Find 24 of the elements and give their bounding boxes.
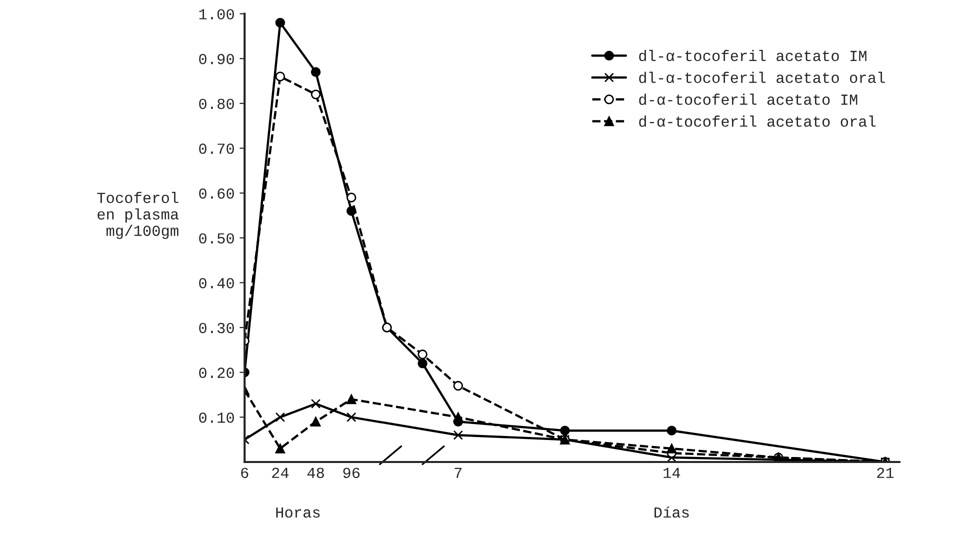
legend-label: dl-α-tocoferil acetato oral [639, 72, 885, 84]
y-tick-label: 0.60 [199, 188, 234, 199]
y-tick-label: 1.00 [199, 9, 234, 20]
y-tick-label: 0.10 [199, 412, 234, 423]
x-tick-label: 96 [343, 468, 360, 478]
y-tick-label: 0.20 [199, 368, 234, 378]
text: Horas [276, 507, 320, 518]
x-tick-label: 7 [454, 468, 462, 478]
text: Días [654, 506, 689, 518]
x-tick-label: 6 [241, 468, 248, 478]
y-axis-title: Tocoferol en plasma mg/100gm [97, 192, 179, 240]
y-tick-label: 0.90 [199, 54, 234, 64]
y-tick-label: 0.70 [199, 144, 234, 154]
legend-label: dl-α-tocoferil acetato IM [639, 50, 866, 62]
legend-label: d-α-tocoferil acetato oral [639, 116, 876, 127]
x-tick-label: 21 [877, 468, 894, 478]
y-tick-label: 0.30 [199, 322, 234, 334]
y-tick-label: 0.50 [199, 233, 234, 244]
x-tick-label: 48 [307, 468, 324, 478]
y-tick-label: 0.80 [199, 98, 234, 110]
x-tick-label: 14 [664, 468, 680, 478]
x-tick-label: 24 [272, 468, 289, 478]
y-tick-label: 0.40 [199, 278, 234, 288]
legend-label: d-α-tocoferil acetato IM [639, 94, 858, 105]
